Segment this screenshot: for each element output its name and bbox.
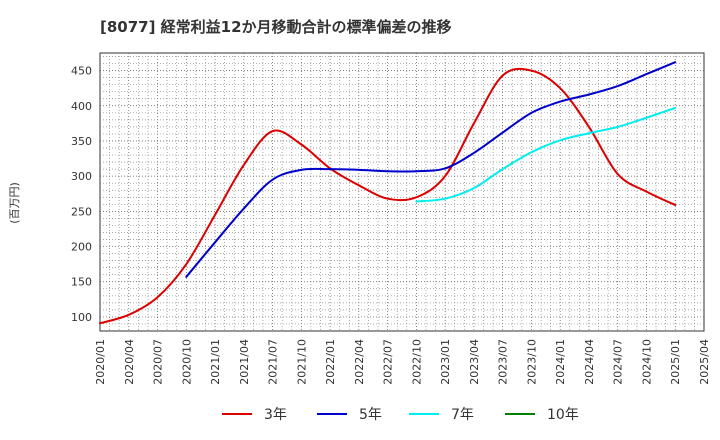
y-tick-label: 450 [71,65,92,78]
x-tick-label: 2024/10 [640,339,653,385]
x-tick-label: 2021/01 [209,339,222,385]
legend-label-5年: 5年 [359,407,382,423]
x-tick-label: 2022/01 [324,339,337,385]
x-tick-label: 2020/01 [94,339,107,385]
legend: 3年 5年 7年 10年 [222,407,579,423]
x-tick-label: 2025/01 [669,339,682,385]
legend-label-10年: 10年 [547,407,579,423]
y-tick-label: 150 [71,276,92,289]
plot-area [99,52,705,332]
x-tick-label: 2020/07 [152,339,165,385]
x-tick-label: 2022/10 [410,339,423,385]
x-tick-label: 2021/07 [267,339,280,385]
y-tick-label: 300 [71,170,92,183]
x-tick-label: 2024/04 [583,339,596,385]
x-tick-label: 2020/10 [180,339,193,385]
x-tick-label: 2021/04 [238,339,251,385]
y-axis-title: (百万円) [8,182,21,224]
y-tick-label: 250 [71,205,92,218]
x-tick-label: 2021/10 [295,339,308,385]
x-tick-label: 2024/01 [554,339,567,385]
chart-title: [8077] 経常利益12か月移動合計の標準偏差の推移 [100,18,452,36]
x-tick-label: 2023/07 [497,339,510,385]
x-axis: 2020/01 2020/04 2020/07 2020/10 2021/01 2021/… [94,339,711,385]
y-tick-label: 200 [71,241,92,254]
series-line-5年 [185,61,677,278]
y-axis: 100 150 200 250 300 350 400 450 [71,65,92,324]
grid-lines [100,53,704,331]
x-tick-label: 2024/07 [612,339,625,385]
x-tick-label: 2025/04 [698,339,711,385]
y-tick-label: 100 [71,311,92,324]
legend-label-3年: 3年 [264,407,287,423]
x-tick-label: 2023/10 [525,339,538,385]
x-tick-label: 2023/01 [439,339,452,385]
x-tick-label: 2022/04 [353,339,366,385]
x-tick-label: 2022/07 [382,339,395,385]
y-tick-label: 350 [71,135,92,148]
series-lines [99,61,677,325]
legend-label-7年: 7年 [451,407,474,423]
x-tick-label: 2023/04 [468,339,481,385]
y-tick-label: 400 [71,100,92,113]
series-line-7年 [415,106,677,203]
series-line-3年 [99,67,677,325]
x-tick-label: 2020/04 [123,339,136,385]
